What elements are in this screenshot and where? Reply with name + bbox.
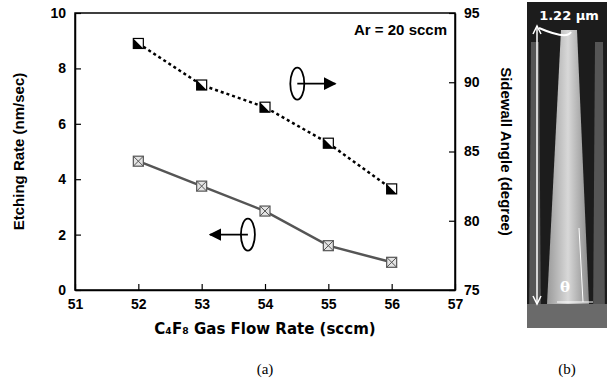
tick-label: 51 xyxy=(68,296,84,312)
axis-pointer xyxy=(290,68,335,100)
tick-mark xyxy=(202,284,203,290)
tick: 10 xyxy=(50,5,81,21)
y2-axis: 75 80 85 90 95 xyxy=(449,5,480,298)
scale-label: 1.22 µm xyxy=(539,8,599,23)
plot-frame xyxy=(75,13,455,290)
tick-mark xyxy=(328,284,329,290)
tick-label: 80 xyxy=(464,213,480,229)
tick: 4 xyxy=(58,171,81,187)
tick-mark xyxy=(265,284,266,290)
tick-label: 54 xyxy=(258,296,274,312)
annotation: Ar = 20 sccm xyxy=(354,21,447,38)
tick-label: 0 xyxy=(58,282,66,298)
marker xyxy=(260,206,270,216)
tick-mark xyxy=(75,179,81,180)
marker xyxy=(133,156,143,166)
series-line xyxy=(138,161,391,262)
marker xyxy=(387,257,397,267)
tick-mark xyxy=(138,284,139,290)
tick: 80 xyxy=(449,213,480,229)
tick: 2 xyxy=(58,227,81,243)
y-axis-title: Etching Rate (nm/sec) xyxy=(10,73,27,231)
tick-mark xyxy=(449,151,455,152)
tick-label: 8 xyxy=(58,60,66,76)
tick-mark xyxy=(449,290,455,291)
tick-label: 57 xyxy=(448,296,464,312)
tick-label: 52 xyxy=(131,296,147,312)
tick-label: 6 xyxy=(58,116,66,132)
marker xyxy=(260,102,270,112)
tick-label: 55 xyxy=(321,296,337,312)
x-axis: 51 52 53 54 55 56 57 xyxy=(68,284,464,312)
plot-area xyxy=(133,38,396,267)
figure: 51 52 53 54 55 56 57 0 2 4 6 8 10 75 80 85 90 95 C₄F₈ Gas … xyxy=(0,0,612,387)
tick-mark xyxy=(449,13,455,14)
y2-axis-title: Sidewall Angle (degree) xyxy=(498,67,515,236)
tick-label: 95 xyxy=(464,5,480,21)
axis-line xyxy=(75,14,77,291)
tick-label: 56 xyxy=(384,296,400,312)
tick-label: 10 xyxy=(50,5,66,21)
panel-label: (a) xyxy=(257,361,274,378)
tick-mark xyxy=(75,290,81,291)
tick-mark xyxy=(392,284,393,290)
panel-label: (b) xyxy=(558,361,576,378)
x-axis-title: C₄F₈ Gas Flow Rate (sccm) xyxy=(154,320,375,338)
tick: 90 xyxy=(449,74,480,90)
tick: 85 xyxy=(449,143,480,159)
tick-mark xyxy=(75,13,81,14)
tick: 53 xyxy=(194,284,210,312)
tick-mark xyxy=(75,68,81,69)
tick-label: 75 xyxy=(464,282,480,298)
tick-mark xyxy=(449,82,455,83)
tick-label: 4 xyxy=(58,171,66,187)
marker xyxy=(387,184,397,194)
y-axis: 0 2 4 6 8 10 xyxy=(50,5,81,298)
tick: 95 xyxy=(449,5,480,21)
tick-mark xyxy=(75,124,81,125)
tick-mark xyxy=(75,235,81,236)
marker xyxy=(197,80,207,90)
tick-label: 2 xyxy=(58,227,66,243)
tick: 52 xyxy=(131,284,147,312)
series-line xyxy=(138,43,391,188)
tick: 75 xyxy=(449,282,480,298)
marker xyxy=(133,38,143,48)
marker xyxy=(197,181,207,191)
tick-label: 53 xyxy=(194,296,210,312)
marker xyxy=(323,138,333,148)
tick: 56 xyxy=(384,284,400,312)
angle-label: θ xyxy=(560,278,570,296)
tick: 8 xyxy=(58,60,81,76)
axis-pointer xyxy=(210,219,255,251)
tick-mark xyxy=(449,221,455,222)
tick: 6 xyxy=(58,116,81,132)
tick: 0 xyxy=(58,282,81,298)
sem-image xyxy=(527,2,607,328)
tick-label: 85 xyxy=(464,143,480,159)
tick-label: 90 xyxy=(464,74,480,90)
tick: 55 xyxy=(321,284,337,312)
marker xyxy=(323,241,333,251)
tick: 54 xyxy=(258,284,274,312)
